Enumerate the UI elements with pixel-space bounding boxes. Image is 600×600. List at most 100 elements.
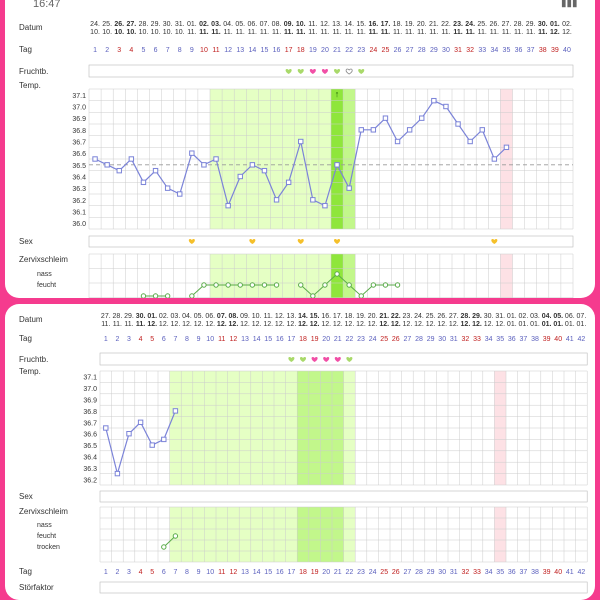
day-number: 2 xyxy=(115,336,119,343)
temperature-point xyxy=(382,115,389,121)
day-number: 5 xyxy=(150,336,154,343)
day-number-bottom: 18 xyxy=(299,569,307,576)
mucus-point xyxy=(152,293,159,298)
mucus-moist-label: feucht xyxy=(37,282,56,289)
day-number: 8 xyxy=(178,47,182,54)
date-day: 05. xyxy=(235,21,245,28)
date-month: 11. xyxy=(187,29,196,36)
date-day: 26. xyxy=(437,313,447,320)
date-day: 29. xyxy=(472,313,482,320)
date-month: 12. xyxy=(159,321,169,328)
date-month: 12. xyxy=(333,321,343,328)
date-day: 28. xyxy=(139,21,149,28)
day-number-bottom: 3 xyxy=(127,569,131,576)
fertility-heart-icon xyxy=(358,68,365,75)
temperature-point xyxy=(322,202,328,209)
day-number: 7 xyxy=(173,336,177,343)
fertility-heart-icon xyxy=(345,68,353,75)
date-month: 11. xyxy=(417,29,426,36)
day-number-bottom: 35 xyxy=(496,569,504,576)
day-number: 25 xyxy=(380,336,388,343)
temperature-point xyxy=(172,408,179,414)
date-day: 10. xyxy=(296,21,306,28)
day-number-bottom: 9 xyxy=(197,569,201,576)
date-month: 12. xyxy=(275,321,285,328)
date-month: 12. xyxy=(403,321,413,328)
day-number-bottom: 17 xyxy=(288,569,296,576)
date-day: 11. xyxy=(308,21,317,28)
day-number-bottom: 24 xyxy=(369,569,377,576)
date-day: 19. xyxy=(356,313,366,320)
temperature-point xyxy=(164,185,171,191)
day-number: 32 xyxy=(466,47,474,54)
date-month: 12. xyxy=(472,321,482,328)
day-number-bottom: 16 xyxy=(276,569,284,576)
day-number: 15 xyxy=(264,336,272,343)
day-number-bottom: 21 xyxy=(334,569,342,576)
tag-label: Tag xyxy=(19,45,32,54)
day-number-bottom: 37 xyxy=(520,569,528,576)
fertility-heart-icon xyxy=(323,356,330,363)
cycle-chart-next-svg[interactable]: Datum 27.11.28.11.29.11.30.11.01.12.02.12… xyxy=(5,304,595,600)
day-number: 39 xyxy=(543,336,551,343)
sex-label: Sex xyxy=(19,237,33,246)
day-number: 29 xyxy=(430,47,438,54)
temperature-point xyxy=(358,127,364,133)
date-month: 12. xyxy=(147,321,157,328)
date-month: 11. xyxy=(260,29,269,36)
temp-tick: 36.8 xyxy=(72,128,86,135)
day-number-bottom: 38 xyxy=(531,569,539,576)
fertility-heart-icon xyxy=(297,68,304,75)
day-number-bottom: 4 xyxy=(139,569,143,576)
fertility-heart-icon xyxy=(311,356,318,363)
date-day: 06. xyxy=(247,21,257,28)
date-month: 11. xyxy=(453,29,462,36)
temperature-point xyxy=(161,436,167,443)
date-label: Datum xyxy=(19,315,43,324)
day-number: 5 xyxy=(141,47,145,54)
date-day: 28. xyxy=(514,21,524,28)
temp-tick: 36.2 xyxy=(72,198,86,205)
temp-tick: 37.0 xyxy=(72,105,86,112)
day-number: 10 xyxy=(206,336,214,343)
day-number: 22 xyxy=(346,336,354,343)
fertility-heart-icon xyxy=(334,356,341,363)
date-month: 10. xyxy=(151,29,161,36)
sex-heart-icon xyxy=(188,238,195,245)
date-label: Datum xyxy=(19,23,43,32)
day-number: 31 xyxy=(454,47,462,54)
date-day: 25. xyxy=(102,21,112,28)
date-month: 01. xyxy=(577,321,587,328)
tag-label-bottom: Tag xyxy=(19,567,32,576)
date-month: 11. xyxy=(393,29,402,36)
day-number: 34 xyxy=(490,47,498,54)
date-day: 01. xyxy=(550,21,560,28)
temperature-point xyxy=(104,162,110,168)
mucus-point xyxy=(225,282,231,288)
date-day: 20. xyxy=(417,21,427,28)
date-day: 23. xyxy=(453,21,463,28)
temperature-point xyxy=(201,162,207,168)
date-month: 10. xyxy=(90,29,100,36)
date-day: 13. xyxy=(287,313,297,320)
date-month: 12. xyxy=(461,321,471,328)
sex-heart-icon xyxy=(249,238,256,245)
temperature-point xyxy=(491,156,498,162)
date-month: 12. xyxy=(298,321,308,328)
date-month: 12. xyxy=(449,321,459,328)
date-day: 05. xyxy=(553,313,563,320)
temperature-point xyxy=(419,115,425,121)
day-number: 13 xyxy=(236,47,244,54)
temp-tick: 36.4 xyxy=(83,455,97,462)
temp-tick: 36.3 xyxy=(72,186,86,193)
date-month: 12. xyxy=(368,321,378,328)
temperature-point xyxy=(103,425,109,431)
day-number: 26 xyxy=(392,336,400,343)
date-day: 12. xyxy=(275,313,285,320)
date-month: 11. xyxy=(113,321,122,328)
mucus-point xyxy=(382,282,389,288)
date-month: 12. xyxy=(391,321,401,328)
day-number: 11 xyxy=(218,336,225,343)
day-number: 7 xyxy=(166,47,170,54)
cycle-chart-current-svg[interactable]: Datum 24.10.25.10.26.10.27.10.28.10.29.10… xyxy=(5,0,595,298)
